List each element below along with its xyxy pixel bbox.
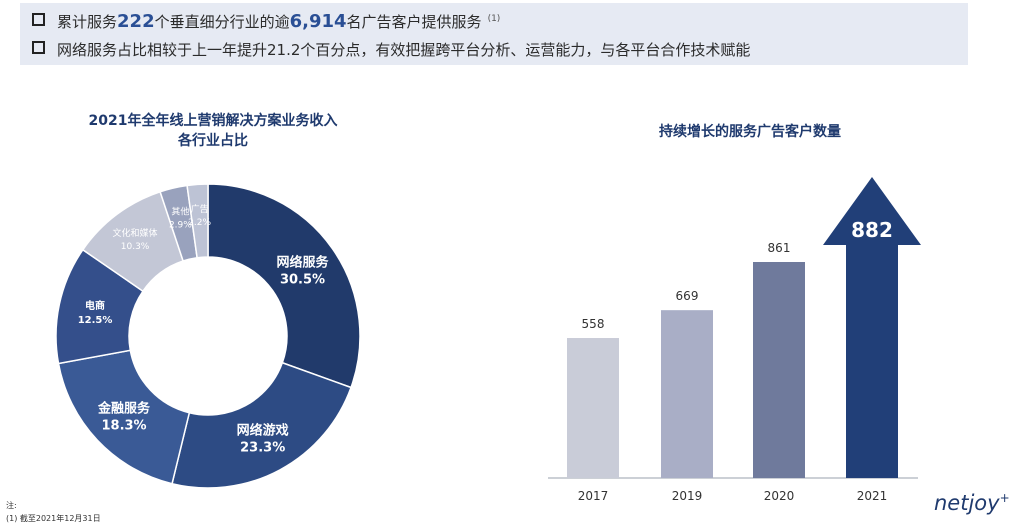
slice-name-label: 电商 <box>85 299 105 312</box>
footnote-ref: (1) <box>487 14 501 24</box>
footnote-label: 注: <box>6 501 17 510</box>
donut-slice <box>57 349 191 485</box>
summary-banner: 累计服务 222 个垂直细分行业的逾 6,914 名广告客户提供服务 (1) 网… <box>20 3 968 65</box>
line2-text: 网络服务占比相较于上一年提升21.2个百分点，有效把握跨平台分析、运营能力，与各… <box>57 41 751 59</box>
bar <box>567 338 619 478</box>
x-tick-label: 2019 <box>672 489 703 503</box>
donut-title-line-2: 各行业占比 <box>178 133 248 149</box>
summary-bullet-1: 累计服务 222 个垂直细分行业的逾 6,914 名广告客户提供服务 (1) <box>32 11 500 32</box>
logo-plus-icon: + <box>999 491 1010 505</box>
slice-name-label: 广告 <box>191 203 209 215</box>
bar-value-label: 882 <box>851 218 893 242</box>
slice-name-label: 其他 <box>171 206 189 218</box>
line1-prefix: 累计服务 <box>57 13 118 31</box>
line1-mid: 个垂直细分行业的逾 <box>154 13 290 31</box>
arrow-bar <box>823 177 921 478</box>
x-tick-label: 2021 <box>857 489 888 503</box>
clients-count: 6,914 <box>289 11 347 32</box>
summary-bullet-2: 网络服务占比相较于上一年提升21.2个百分点，有效把握跨平台分析、运营能力，与各… <box>32 39 750 60</box>
x-tick-label: 2017 <box>578 489 609 503</box>
slice-percent-label: 2.2% <box>188 218 211 228</box>
logo-text: netjoy <box>934 491 1000 515</box>
netjoy-logo: netjoy+ <box>934 491 1010 515</box>
donut-chart-title: 2021年全年线上营销解决方案业务收入 各行业占比 <box>48 111 378 151</box>
bar <box>753 262 805 478</box>
slice-percent-label: 12.5% <box>78 315 113 326</box>
slice-name-label: 网络游戏 <box>237 423 289 439</box>
bar-value-label: 861 <box>768 241 791 255</box>
slice-percent-label: 30.5% <box>280 273 325 288</box>
slice-name-label: 金融服务 <box>97 400 151 416</box>
donut-slice <box>186 183 209 259</box>
x-tick-label: 2020 <box>764 489 795 503</box>
checkbox-bullet-icon <box>32 41 45 54</box>
donut-slice <box>171 361 352 489</box>
verticals-count: 222 <box>117 11 155 32</box>
slice-name-label: 网络服务 <box>276 255 329 271</box>
slice-percent-label: 18.3% <box>101 418 146 433</box>
bar-value-label: 669 <box>676 289 699 303</box>
line1-suffix: 名广告客户提供服务 <box>346 13 482 31</box>
donut-slice <box>207 183 361 389</box>
bar <box>661 310 713 478</box>
bar-value-label: 558 <box>582 317 605 331</box>
slice-percent-label: 23.3% <box>240 441 285 456</box>
checkbox-bullet-icon <box>32 13 45 26</box>
slice-percent-label: 2.9% <box>169 221 192 231</box>
bar-chart-title: 持续增长的服务广告客户数量 <box>659 124 841 140</box>
donut-title-line-1: 2021年全年线上营销解决方案业务收入 <box>88 113 338 129</box>
footnote-item: (1) 截至2021年12月31日 <box>6 514 101 523</box>
slice-name-label: 文化和媒体 <box>113 227 158 239</box>
slice-percent-label: 10.3% <box>121 242 150 252</box>
